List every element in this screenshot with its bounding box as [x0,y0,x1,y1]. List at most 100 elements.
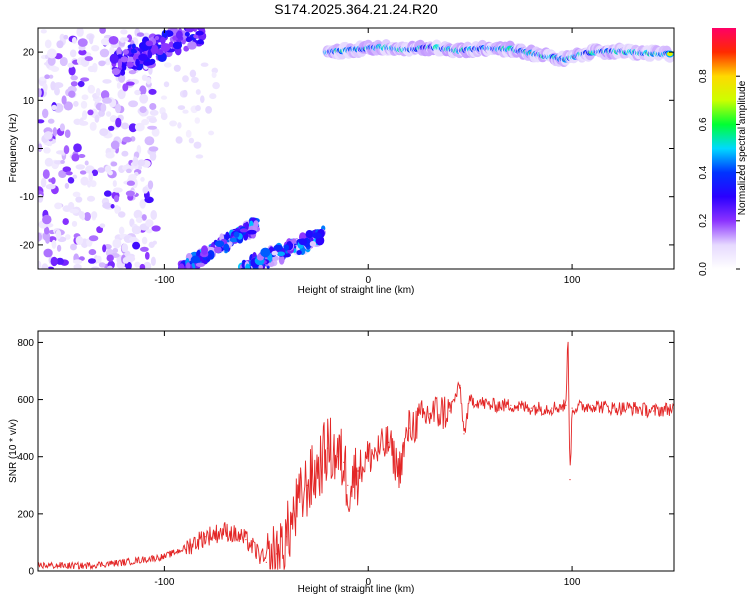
speckle-blob [125,81,135,86]
speckle-blob [59,123,65,132]
band-blob [178,263,185,269]
speckle-blob [122,37,129,42]
speckle-blob [71,37,77,44]
speckle-blob [128,100,139,108]
speckle-blob [87,65,96,73]
speckle-blob [147,125,158,130]
speckle-blob [72,174,78,179]
speckle-blob [126,168,132,174]
snr-point [347,484,349,486]
snr-point [551,407,553,409]
band-blob [154,35,160,41]
speckle-blob [79,170,87,175]
speckle-blob [62,166,72,173]
speckle-blob [48,74,54,79]
band-blob [195,30,204,36]
band-blob [116,47,122,57]
speckle-blob [139,93,149,104]
speckle-blob [116,82,121,89]
snr-point [367,456,369,458]
speckle-blob [143,261,152,269]
snr-point [357,470,359,472]
snr-point [82,565,84,567]
speckle-blob [146,228,153,234]
speckle-blob [209,93,217,100]
speckle-blob [67,62,74,68]
speckle-blob [147,180,154,190]
y-tick-label: -10 [20,192,35,203]
snr-point [469,399,471,401]
speckle-blob [144,251,150,260]
speckle-blob [123,234,134,243]
speckle-blob [152,240,157,245]
speckle-blob [102,244,107,253]
speckle-blob [141,214,147,221]
band-blob [150,44,159,55]
speckle-blob [182,109,189,114]
snr-point [530,407,532,409]
colorbar-tick-label: 0.8 [698,69,709,83]
speckle-blob [50,256,58,267]
speckle-blob [45,183,56,190]
speckle-blob [94,114,100,123]
speckle-blob [150,210,158,220]
band-blob [185,28,195,33]
speckle-blob [80,176,89,186]
speckle-blob [47,55,56,66]
speckle-blob [69,208,80,214]
speckle-blob [38,119,45,124]
speckle-blob [75,196,83,203]
speckle-blob [100,37,111,46]
speckle-blob [64,234,71,240]
speckle-blob [113,195,120,203]
speckle-blob [95,255,102,263]
speckle-blob [78,120,89,126]
speckle-blob [132,156,139,167]
speckle-blob [54,87,60,96]
snr-point [265,561,267,564]
colorbar [712,28,736,269]
speckle-blob [91,211,98,219]
x-tick-label: -100 [154,577,174,588]
speckle-blob [134,122,145,132]
spectrogram-y-label: Frequency (Hz) [8,114,19,183]
band-blob [207,253,213,260]
speckle-blob [110,161,118,167]
band-blob [225,231,230,241]
band-blob [143,61,151,66]
speckle-blob [121,122,129,130]
speckle-blob [88,249,97,256]
band-blob [278,254,285,265]
y-tick-label: 0 [28,567,34,578]
band-blob [196,39,204,45]
speckle-blob [87,109,94,116]
speckle-blob [211,67,219,74]
speckle-blob [77,80,85,88]
speckle-blob [42,169,50,179]
speckle-blob [44,39,52,49]
band-blob [138,53,148,62]
speckle-blob [122,136,132,143]
speckle-blob [129,236,138,242]
band-blob [120,69,126,76]
chart-title: S174.2025.364.21.24.R20 [274,1,438,17]
speckle-blob [78,210,84,219]
speckle-blob [40,177,47,188]
speckle-blob [84,56,93,62]
band-blob [258,264,263,269]
speckle-blob [63,145,70,155]
x-tick-label: 0 [365,275,371,286]
band-blob [276,251,286,257]
snr-point [565,404,567,406]
band-blob [214,240,225,248]
speckle-blob [128,173,137,181]
speckle-blob [71,153,80,162]
speckle-blob [194,117,201,124]
band-blob [187,41,197,50]
speckle-blob [68,90,76,98]
band-blob [200,16,209,26]
speckle-blob [151,127,160,137]
speckle-blob [43,131,53,140]
band-blob [161,30,168,39]
